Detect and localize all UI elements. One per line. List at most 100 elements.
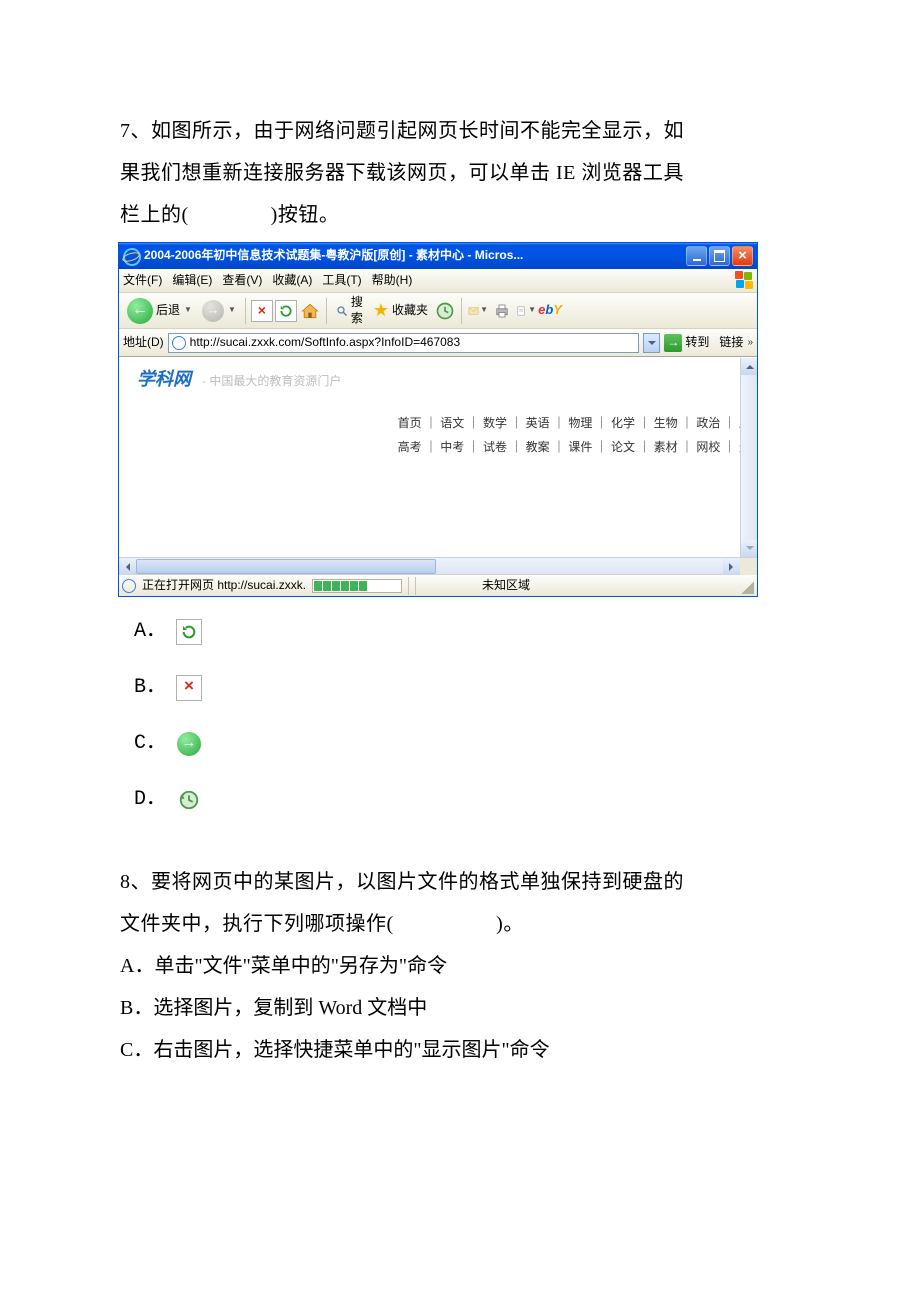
option-a-label: A． xyxy=(134,611,166,653)
edit-button[interactable]: ▼ xyxy=(515,300,537,322)
status-bar: 正在打开网页 http://sucai.zxxk. 未知区域 xyxy=(119,574,757,596)
star-icon: ★ xyxy=(373,299,389,322)
status-ie-icon xyxy=(122,579,136,593)
horizontal-scrollbar[interactable] xyxy=(119,557,757,574)
windows-flag-icon xyxy=(735,271,753,289)
resize-grip-icon[interactable] xyxy=(738,578,754,594)
refresh-button[interactable] xyxy=(275,300,297,322)
history-icon xyxy=(176,787,202,813)
search-button[interactable]: 搜索 xyxy=(332,293,367,328)
forward-icon xyxy=(176,731,202,757)
address-input[interactable]: http://sucai.zxxk.com/SoftInfo.aspx?Info… xyxy=(168,333,640,353)
toolbar-separator xyxy=(326,298,327,324)
menu-tools[interactable]: 工具(T) xyxy=(322,273,361,289)
go-button[interactable]: → 转到 xyxy=(664,334,709,352)
home-button[interactable] xyxy=(299,300,321,322)
vertical-scrollbar[interactable] xyxy=(740,358,757,557)
favorites-button[interactable]: ★ 收藏夹 xyxy=(369,297,432,324)
scroll-thumb[interactable] xyxy=(136,559,436,574)
menu-file[interactable]: 文件(F) xyxy=(123,273,162,289)
option-d-label: D． xyxy=(134,779,166,821)
mail-button[interactable]: ▼ xyxy=(467,300,489,322)
menubar: 文件(F) 编辑(E) 查看(V) 收藏(A) 工具(T) 帮助(H) xyxy=(119,269,757,293)
favorites-label: 收藏夹 xyxy=(392,303,428,319)
status-separator xyxy=(415,577,416,595)
option-a[interactable]: A． xyxy=(134,611,800,653)
q8-option-a[interactable]: A．单击"文件"菜单中的"另存为"命令 xyxy=(120,945,800,987)
status-text: 正在打开网页 http://sucai.zxxk. xyxy=(142,578,306,594)
status-separator xyxy=(408,577,409,595)
option-c-label: C． xyxy=(134,723,166,765)
progress-bar xyxy=(312,579,402,593)
menu-help[interactable]: 帮助(H) xyxy=(372,273,413,289)
q7-text-l3: 栏上的( )按钮。 xyxy=(120,194,800,236)
scroll-right-icon[interactable] xyxy=(723,558,740,575)
print-icon xyxy=(492,302,512,320)
address-dropdown[interactable] xyxy=(643,333,660,353)
scroll-up-icon[interactable] xyxy=(741,358,757,375)
print-button[interactable] xyxy=(491,300,513,322)
q8-option-c[interactable]: C．右击图片，选择快捷菜单中的"显示图片"命令 xyxy=(120,1029,800,1071)
minimize-button[interactable] xyxy=(686,246,707,266)
menu-edit[interactable]: 编辑(E) xyxy=(172,273,212,289)
option-b-label: B． xyxy=(134,667,166,709)
links-chevron-icon: » xyxy=(747,336,753,349)
q8-l1: 8、要将网页中的某图片，以图片文件的格式单独保持到硬盘的 xyxy=(120,861,800,903)
toolbar-separator xyxy=(461,298,462,324)
toolbar: 后退 ▼ ▼ 搜索 ★ 收藏夹 ▼ xyxy=(119,293,757,329)
toolbar-separator xyxy=(245,298,246,324)
address-bar: 地址(D) http://sucai.zxxk.com/SoftInfo.asp… xyxy=(119,329,757,357)
back-arrow-icon xyxy=(127,298,153,324)
stop-icon xyxy=(176,675,202,701)
links-label[interactable]: 链接 xyxy=(719,335,743,351)
go-label: 转到 xyxy=(685,335,709,351)
search-icon xyxy=(336,305,348,317)
ebay-button[interactable]: ebY xyxy=(539,300,561,322)
history-button[interactable] xyxy=(434,300,456,322)
maximize-button[interactable] xyxy=(709,246,730,266)
mail-dropdown-icon: ▼ xyxy=(480,305,488,315)
site-tagline: - 中国最大的教育资源门户 xyxy=(202,374,341,388)
stop-button[interactable] xyxy=(251,300,273,322)
option-b[interactable]: B． xyxy=(134,667,800,709)
question-8: 8、要将网页中的某图片，以图片文件的格式单独保持到硬盘的 文件夹中，执行下列哪项… xyxy=(120,861,800,1071)
site-nav-row2[interactable]: 高考 ｜ 中考 ｜ 试卷 ｜ 教案 ｜ 课件 ｜ 论文 ｜ 素材 ｜ 网校 ｜ … xyxy=(398,440,751,456)
site-logo[interactable]: 学科网 - 中国最大的教育资源门户 xyxy=(137,368,341,391)
q7-options: A． B． C． D． xyxy=(134,611,800,821)
q8-l2: 文件夹中，执行下列哪项操作( )。 xyxy=(120,903,800,945)
page-content: 学科网 - 中国最大的教育资源门户 首页 ｜ 语文 ｜ 数学 ｜ 英语 ｜ 物理… xyxy=(119,357,757,557)
menu-view[interactable]: 查看(V) xyxy=(222,273,262,289)
scroll-left-icon[interactable] xyxy=(119,558,136,575)
zone-label: 未知区域 xyxy=(482,578,530,594)
menu-favorites[interactable]: 收藏(A) xyxy=(272,273,312,289)
search-label: 搜索 xyxy=(351,295,363,326)
edit-dropdown-icon: ▼ xyxy=(528,305,536,315)
q7-text-l2: 果我们想重新连接服务器下载该网页，可以单击 IE 浏览器工具 xyxy=(120,152,800,194)
back-label: 后退 xyxy=(156,303,180,319)
edit-icon xyxy=(516,302,527,320)
forward-arrow-icon xyxy=(202,300,224,322)
back-button[interactable]: 后退 ▼ xyxy=(123,296,196,326)
mail-icon xyxy=(468,303,479,319)
titlebar: 2004-2006年初中信息技术试题集-粤教沪版[原创] - 素材中心 - Mi… xyxy=(119,243,757,269)
option-d[interactable]: D． xyxy=(134,779,800,821)
back-dropdown-icon: ▼ xyxy=(184,305,192,315)
site-logo-text: 学科网 xyxy=(137,369,191,389)
site-nav-row1[interactable]: 首页 ｜ 语文 ｜ 数学 ｜ 英语 ｜ 物理 ｜ 化学 ｜ 生物 ｜ 政治 ｜ … xyxy=(398,416,751,432)
history-icon xyxy=(435,301,455,321)
page-icon xyxy=(172,336,186,350)
window-title: 2004-2006年初中信息技术试题集-粤教沪版[原创] - 素材中心 - Mi… xyxy=(144,248,684,264)
ebay-icon: ebY xyxy=(538,302,562,319)
address-label: 地址(D) xyxy=(123,335,164,351)
refresh-icon xyxy=(279,304,293,318)
ie-window: 2004-2006年初中信息技术试题集-粤教沪版[原创] - 素材中心 - Mi… xyxy=(118,242,758,597)
option-c[interactable]: C． xyxy=(134,723,800,765)
ie-logo-icon xyxy=(123,248,139,264)
close-button[interactable] xyxy=(732,246,753,266)
q8-option-b[interactable]: B．选择图片，复制到 Word 文档中 xyxy=(120,987,800,1029)
refresh-icon xyxy=(176,619,202,645)
forward-button[interactable]: ▼ xyxy=(198,298,240,324)
q7-text-l1: 7、如图所示，由于网络问题引起网页长时间不能完全显示，如 xyxy=(120,110,800,152)
scroll-down-icon[interactable] xyxy=(741,540,757,557)
scroll-corner xyxy=(740,558,757,575)
